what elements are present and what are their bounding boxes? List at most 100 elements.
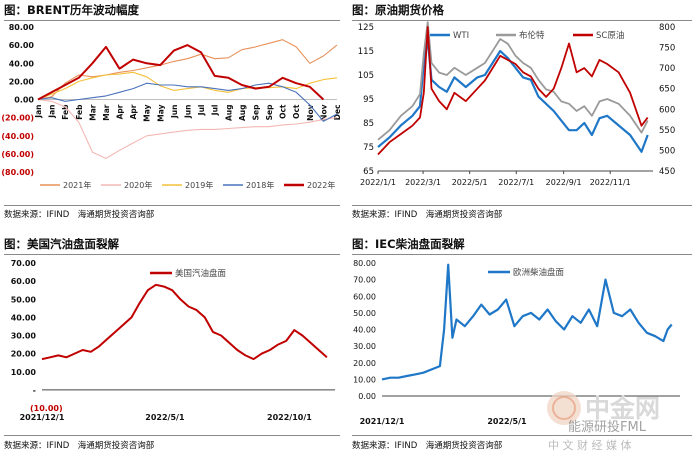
y-tick-label: 20.00 [9,77,35,86]
y-right-tick-label: 750 [659,44,675,54]
series-line-2021年 [37,39,338,101]
watermark-logo: 中金网 能源研投FML 中 文 财 经 媒 体 [547,391,660,452]
y-tick-label: 0.00 [358,392,376,401]
y-tick-label: 70.00 [353,276,376,285]
x-tick-label: 2022/5/1 [145,413,185,422]
x-tick-label: May [156,104,165,121]
y-left-tick-label: 75 [363,143,374,153]
y-tick-label: 10.00 [353,375,376,384]
y-tick-label: (60.00) [1,150,34,159]
y-tick-label: 50.00 [353,309,376,318]
y-tick-label: 80.00 [353,259,376,268]
y-tick-label: 30.00 [353,342,376,351]
x-tick-label: Jul [197,105,206,117]
divider [4,20,340,21]
series-line-sc原油 [377,26,649,156]
panel-title-diesel: 图：IEC柴油盘面裂解 [352,237,465,251]
x-tick-label: Sep [251,104,260,120]
y-right-tick-label: 800 [659,23,675,33]
x-tick-label: Jun [184,105,193,119]
x-tick-label: 2021/12/1 [360,417,405,426]
y-tick-label: 30.00 [11,332,37,341]
y-tick-label: 40.00 [353,326,376,335]
divider [4,254,340,255]
y-tick-label: 0.00 [14,96,34,105]
divider [352,205,692,206]
legend-label: 美国汽油盘面 [175,268,227,279]
x-tick-label: May [143,104,152,121]
y-right-tick-label: 550 [659,126,675,136]
divider [352,20,692,21]
x-tick-label: Apr [116,104,125,119]
x-tick-label: Oct [279,104,288,119]
y-tick-label: 70.00 [11,259,37,268]
x-tick-label: Aug [238,105,247,122]
x-tick-label: Oct [292,104,301,119]
y-tick-label: 40.00 [9,59,35,68]
x-tick-label: Nov [306,104,315,120]
x-tick-label: 2022/10/1 [267,413,312,422]
watermark-overlay-text: 能源研投FML [568,419,647,435]
y-tick-label: 40.00 [11,313,37,322]
x-tick-label: 2022/5/1 [452,178,488,187]
x-tick-label: Apr [129,104,138,119]
chart-gasoline: 70.00 60.00 50.00 40.00 30.00 20.00 10.00 - (10.… [11,259,335,422]
y-right-tick-label: 700 [659,64,675,74]
legend-label: 2022年 [307,180,335,190]
legend-label: 2018年 [246,180,274,190]
y-left-tick-label: 95 [363,95,374,105]
x-tick-label: Feb [61,104,70,120]
y-tick-label: - [33,386,36,395]
x-tick-label: Dec [333,105,342,121]
y-tick-label: 20.00 [353,359,376,368]
divider [4,435,340,436]
y-right-tick-label: 500 [659,146,675,156]
x-tick-label: 2022/3/1 [405,178,441,187]
chart-crude: 65 75 85 95 105 115 125 450 500 550 600 650 700 750 80… [358,21,675,187]
y-tick-label: (40.00) [1,132,34,141]
y-left-tick-label: 85 [363,119,374,129]
source-note-gasoline: 数据来源：IFIND 海通期货投资咨询部 [4,441,155,451]
watermark-logo-text: 中金网 [585,394,660,423]
x-tick-label: Jan [48,105,57,119]
x-tick-label: 2022/11/1 [590,178,631,187]
panel-title-brent: 图：BRENT历年波动幅度 [4,3,139,17]
y-tick-label: (80.00) [1,168,34,177]
legend-label: SC原油 [596,30,624,41]
y-tick-label: 80.00 [9,23,35,32]
panel-title-crude: 图：原油期货价格 [352,3,444,17]
y-left-tick-label: 125 [358,23,374,33]
x-tick-label: Nov [319,104,328,120]
x-tick-label: Jul [211,105,220,117]
series-line-2019年 [37,71,338,101]
divider [352,435,692,436]
chart-diesel: 80.00 70.00 60.00 50.00 40.00 30.00 20.00 10.00… [353,259,680,426]
y-tick-label: 20.00 [11,350,37,359]
panel-title-gasoline: 图：美国汽油盘面裂解 [4,237,119,251]
watermark: 中金网 能源研投FML 中 文 财 经 媒 体 [538,386,698,454]
y-right-tick-label: 600 [659,105,675,115]
y-tick-label: 60.00 [353,292,376,301]
legend-label: 欧洲柴油盘面 [513,267,565,278]
y-right-tick-label: 450 [659,167,675,177]
x-tick-label: Mar [102,104,111,121]
source-note-crude: 数据来源：IFIND 海通期货投资咨询部 [352,210,503,220]
y-left-tick-label: 65 [363,167,374,177]
watermark-coin-icon [547,391,581,425]
legend-label: 2020年 [124,180,152,190]
y-right-tick-label: 650 [659,85,675,95]
y-left-tick-label: 105 [358,71,374,81]
x-tick-label: 2022/7/1 [498,178,534,187]
source-note-diesel: 数据来源：IFIND 海通期货投资咨询部 [352,441,503,451]
x-tick-label: Jan [34,105,43,119]
series-line-2020年 [37,98,338,159]
source-note-brent: 数据来源：IFIND 海通期货投资咨询部 [4,210,155,220]
y-tick-label: 60.00 [11,277,37,286]
x-tick-label: 2022/1/1 [360,178,396,187]
divider [4,205,340,206]
series-line-布伦特 [377,21,649,141]
series-line-2022年 [37,44,325,101]
x-tick-label: 2022/5/1 [487,417,527,426]
x-tick-label: Sep [265,104,274,120]
divider [352,254,692,255]
